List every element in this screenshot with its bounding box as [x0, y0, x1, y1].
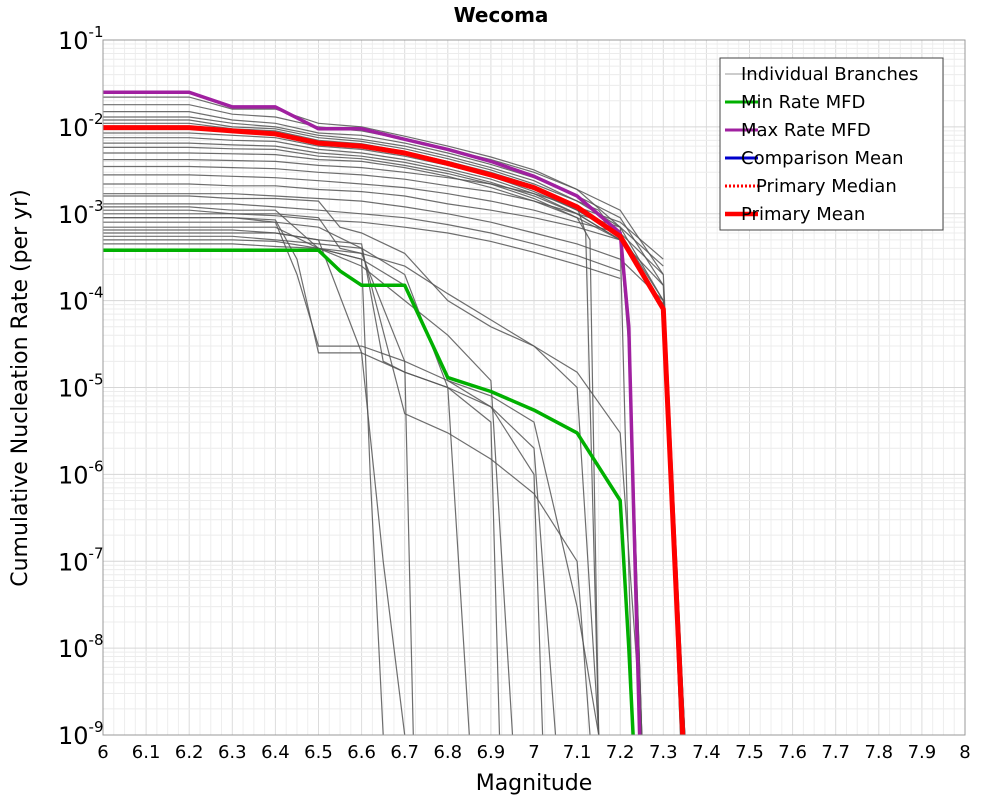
y-tick-label: 10-9: [58, 718, 104, 750]
series-line-max-rate-mfd: [103, 90, 642, 736]
x-tick-label: 7.6: [778, 742, 807, 763]
legend-label: Primary Median: [756, 176, 897, 197]
y-axis-label: Cumulative Nucleation Rate (per yr): [8, 189, 33, 587]
legend-label: Individual Branches: [741, 64, 918, 85]
legend-box: [719, 57, 944, 231]
x-tick-label: 7.1: [563, 742, 592, 763]
x-tick-label: 6.2: [175, 742, 204, 763]
x-tick-label: 7.7: [821, 742, 850, 763]
x-tick-label: 6: [97, 742, 108, 763]
branch-line: [103, 152, 686, 736]
x-tick-labels: 6 6.1 6.2 6.3 6.4 6.5 6.6 6.7 6.8 6.9 7 7.1 7.2 7.3 7.…: [97, 742, 970, 763]
legend-label: Comparison Mean: [741, 148, 904, 169]
chart-title: Wecoma: [454, 3, 549, 27]
x-tick-label: 6.6: [347, 742, 376, 763]
x-tick-label: 6.1: [132, 742, 161, 763]
y-tick-label: 10-6: [58, 457, 104, 489]
branch-line: [103, 235, 591, 736]
x-tick-label: 8: [959, 742, 970, 763]
y-tick-label: 10-1: [58, 23, 104, 55]
x-tick-label: 7.5: [735, 742, 764, 763]
plot-frame: [102, 39, 966, 736]
x-tick-label: 7.8: [864, 742, 893, 763]
branch-line: [103, 96, 643, 736]
branch-line: [103, 193, 664, 302]
x-axis-label: Magnitude: [476, 771, 593, 796]
branch-line: [103, 239, 600, 736]
y-tick-label: 10-5: [58, 371, 104, 403]
legend-label: Primary Mean: [741, 204, 865, 225]
branch-line: [103, 226, 514, 736]
y-tick-label: 10-2: [58, 110, 104, 142]
series-line-min-rate-mfd: [103, 248, 635, 736]
branch-line: [103, 229, 501, 736]
branch-line: [103, 116, 634, 736]
branch-line: [103, 232, 557, 736]
x-tick-label: 6.4: [261, 742, 290, 763]
branch-line: [103, 195, 643, 736]
branch-line: [103, 119, 682, 736]
branch-line: [103, 183, 664, 286]
branch-line: [103, 203, 621, 272]
y-tick-label: 10-3: [58, 197, 104, 229]
x-tick-label: 7: [528, 742, 539, 763]
x-tick-label: 6.7: [390, 742, 419, 763]
branch-line: [103, 174, 664, 275]
series-line-primary-mean: [103, 125, 686, 736]
branch-line: [103, 209, 544, 736]
x-tick-label: 6.8: [433, 742, 462, 763]
legend: Individual Branches Min Rate MFD Max Rate …: [719, 57, 944, 231]
legend-label: Max Rate MFD: [741, 120, 871, 141]
branch-line: [103, 243, 384, 736]
summary-series: [103, 90, 686, 736]
branch-line: [103, 206, 600, 736]
legend-label: Min Rate MFD: [741, 92, 865, 113]
x-tick-label: 6.3: [218, 742, 247, 763]
x-tick-label: 7.2: [606, 742, 635, 763]
x-tick-label: 7.9: [908, 742, 937, 763]
y-tick-label: 10-8: [58, 631, 104, 663]
x-tick-label: 6.9: [477, 742, 506, 763]
x-tick-label: 7.4: [692, 742, 721, 763]
y-tick-label: 10-7: [58, 544, 104, 576]
x-tick-label: 7.3: [649, 742, 678, 763]
y-tick-labels: 10-9 10-8 10-7 10-6 10-5 10-4 10-3 10-2 10-1: [58, 23, 104, 750]
branch-line: [103, 111, 686, 736]
x-tick-label: 6.5: [304, 742, 333, 763]
y-tick-label: 10-4: [58, 284, 104, 316]
branch-line: [103, 165, 664, 267]
